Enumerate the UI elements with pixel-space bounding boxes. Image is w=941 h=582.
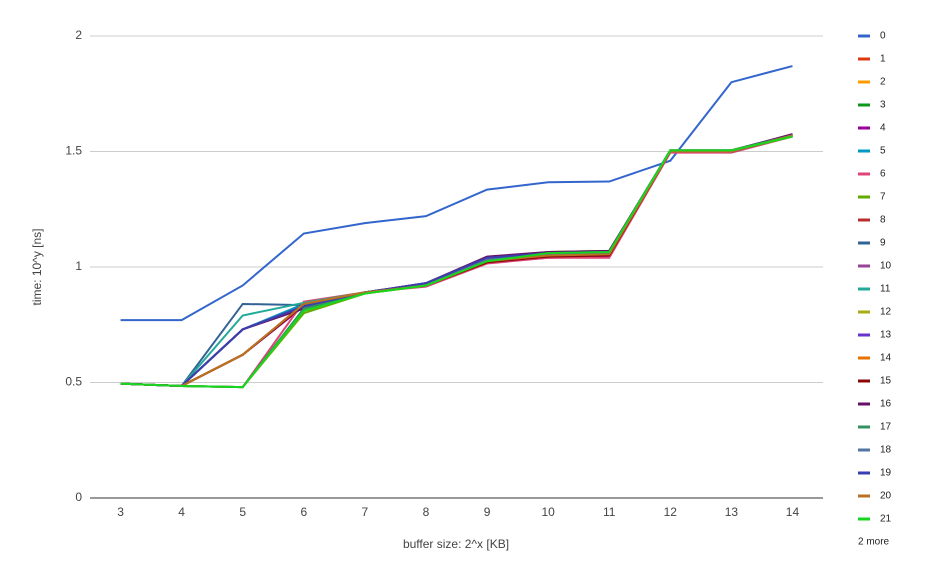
legend-label: 7 <box>880 192 886 203</box>
x-tick-label: 8 <box>423 505 430 519</box>
legend-label: 9 <box>880 238 886 249</box>
legend-label: 11 <box>880 284 891 295</box>
legend-label: 4 <box>880 123 886 134</box>
x-tick-label: 14 <box>786 505 800 519</box>
x-tick-label: 3 <box>117 505 124 519</box>
legend-label: 21 <box>880 514 892 525</box>
legend-label: 10 <box>880 261 892 272</box>
x-axis-title: buffer size: 2^x [KB] <box>403 537 509 551</box>
y-tick-label: 0.5 <box>65 375 82 389</box>
legend-label: 16 <box>880 399 892 410</box>
y-tick-label: 1 <box>75 259 82 273</box>
x-tick-label: 12 <box>664 505 678 519</box>
legend-label: 1 <box>880 54 886 65</box>
y-tick-label: 1.5 <box>65 144 82 158</box>
y-axis-title: time: 10^y [ns] <box>30 229 44 306</box>
x-tick-label: 11 <box>603 505 616 519</box>
x-tick-label: 6 <box>300 505 307 519</box>
legend-label: 19 <box>880 468 892 479</box>
series-line <box>120 65 793 322</box>
legend-label: 20 <box>880 491 892 502</box>
x-tick-label: 5 <box>239 505 246 519</box>
x-tick-label: 13 <box>725 505 739 519</box>
legend-more: 2 more <box>858 537 890 548</box>
x-tick-label: 4 <box>178 505 185 519</box>
legend-label: 18 <box>880 445 892 456</box>
series-line <box>120 134 793 387</box>
legend-label: 13 <box>880 330 892 341</box>
legend-label: 15 <box>880 376 892 387</box>
legend-label: 5 <box>880 146 886 157</box>
legend-label: 3 <box>880 100 886 111</box>
legend-label: 8 <box>880 215 886 226</box>
legend-label: 17 <box>880 422 892 433</box>
legend-label: 14 <box>880 353 892 364</box>
legend-label: 2 <box>880 77 886 88</box>
series-line <box>120 135 793 389</box>
x-tick-label: 9 <box>484 505 491 519</box>
legend-label: 0 <box>880 31 886 42</box>
y-tick-label: 2 <box>75 28 82 42</box>
legend-label: 12 <box>880 307 892 318</box>
x-tick-label: 10 <box>541 505 555 519</box>
x-tick-label: 7 <box>362 505 369 519</box>
y-tick-label: 0 <box>75 490 82 504</box>
legend-label: 6 <box>880 169 886 180</box>
